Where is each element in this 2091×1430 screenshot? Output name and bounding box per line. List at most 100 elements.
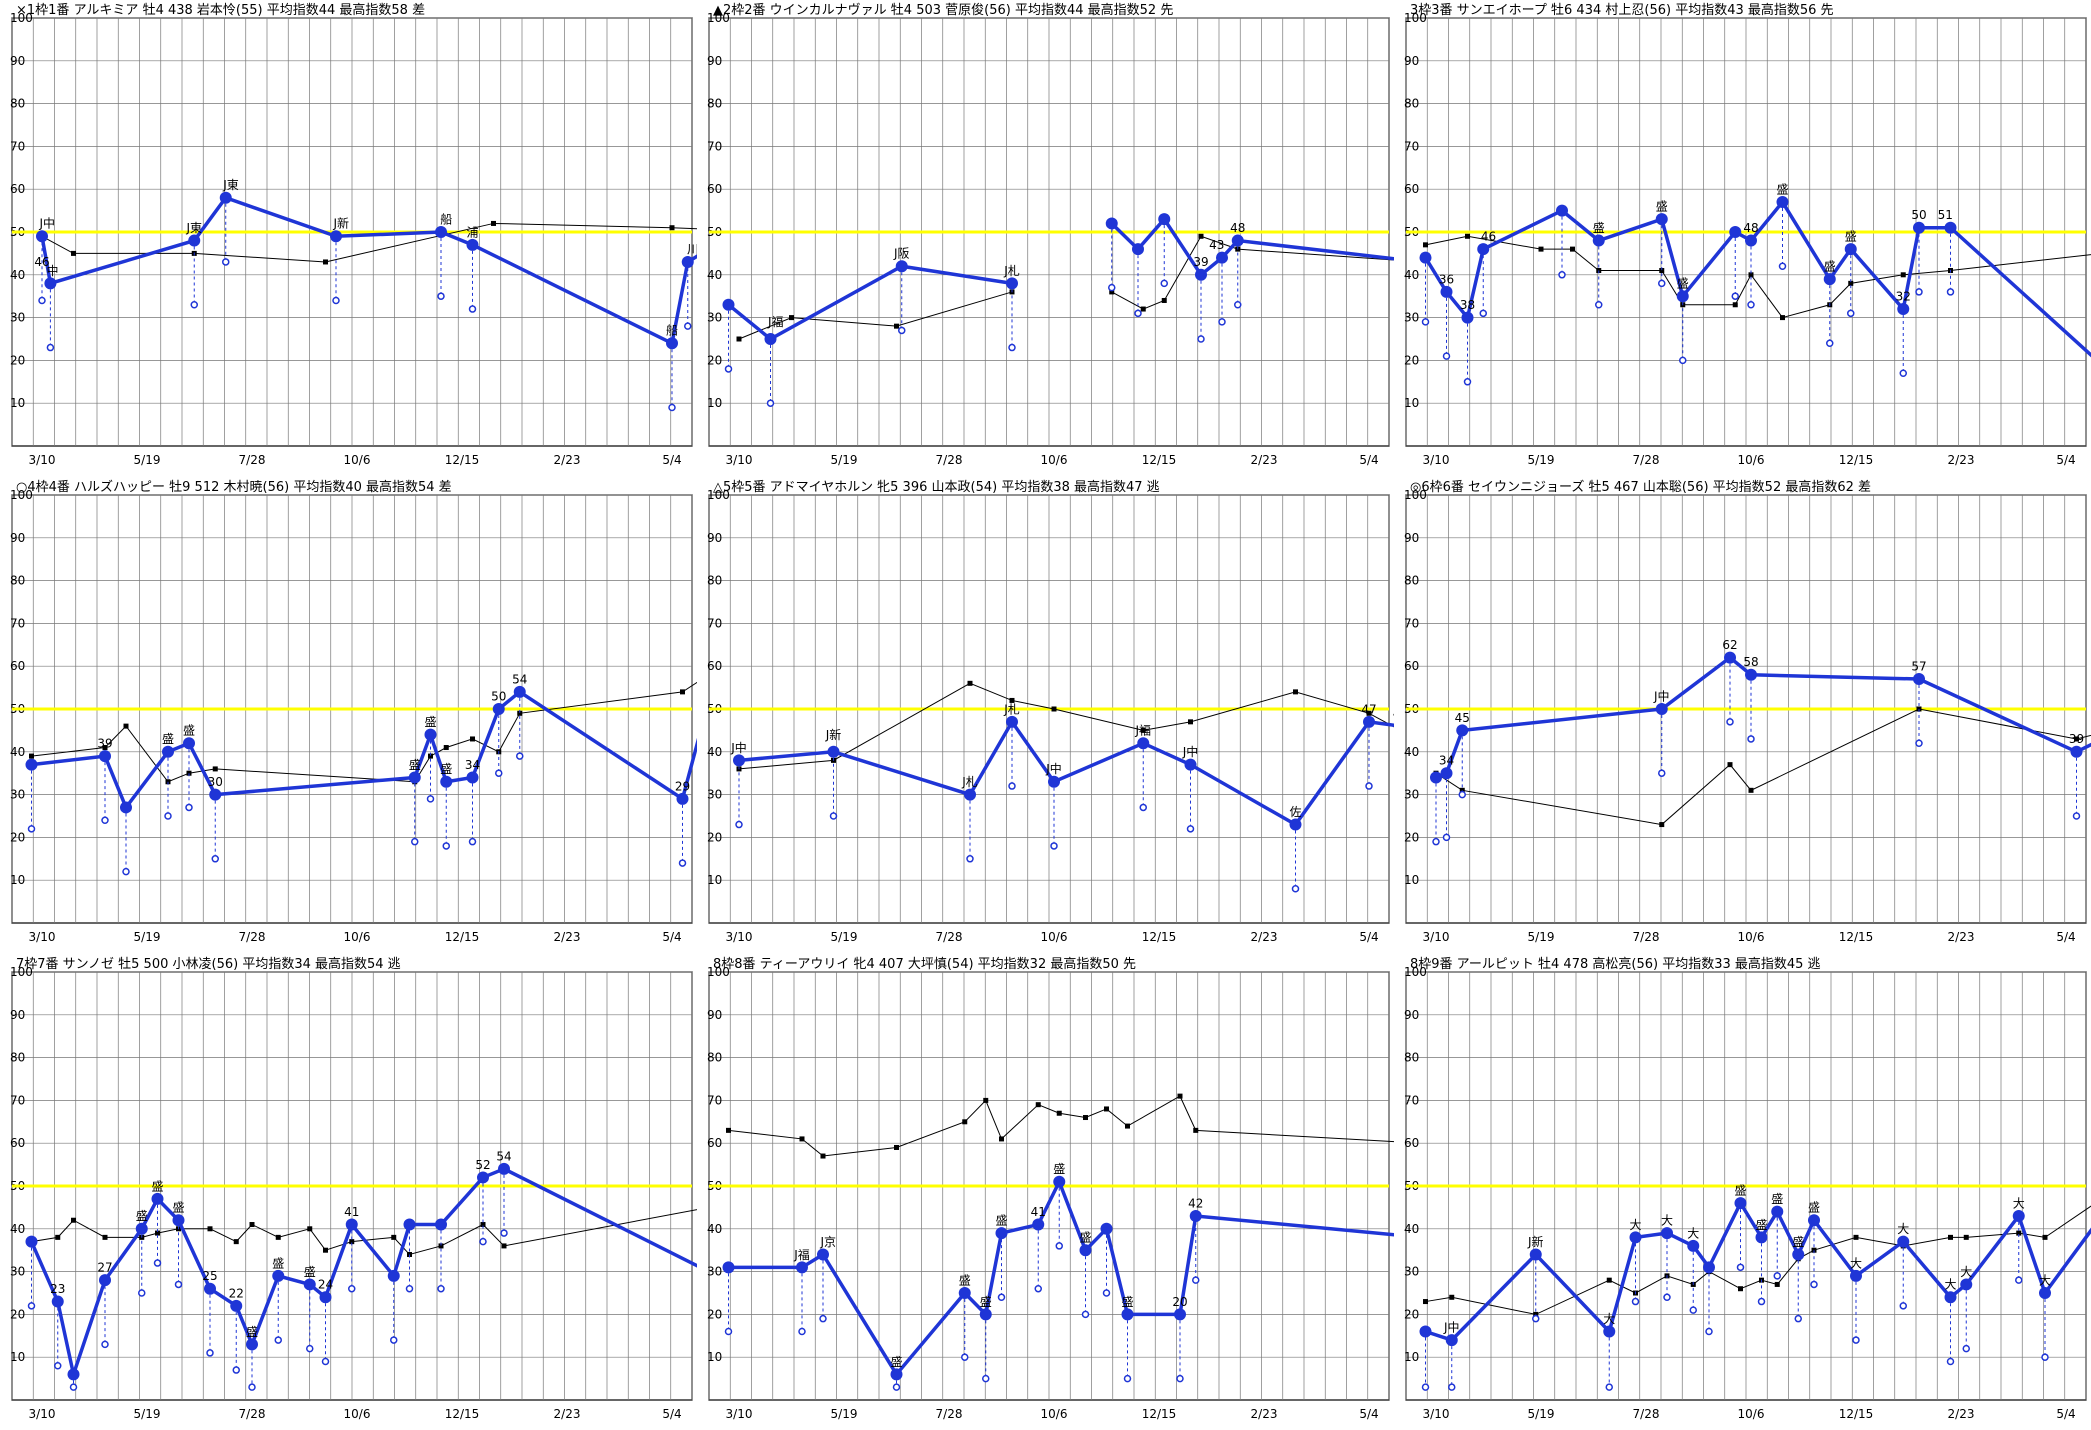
- x-tick-label: 12/15: [1839, 1407, 1874, 1421]
- drop-marker: [1558, 271, 1566, 279]
- average-point: [726, 1127, 731, 1133]
- x-tick-label: 12/15: [445, 930, 480, 944]
- y-tick-label: 10: [707, 396, 722, 410]
- point-label: 25: [202, 1269, 217, 1283]
- drop-marker: [1595, 301, 1603, 309]
- drop-marker: [101, 1340, 109, 1349]
- average-line: [1425, 235, 2091, 319]
- y-tick-label: 40: [10, 745, 25, 759]
- point-label: J福: [1134, 723, 1151, 738]
- x-tick-label: 5/19: [134, 1407, 161, 1421]
- drop-marker: [101, 816, 109, 825]
- y-tick-label: 40: [707, 1222, 722, 1236]
- average-point: [1161, 297, 1167, 303]
- x-tick-label: 2/23: [1948, 453, 1975, 467]
- main-point: [1850, 1269, 1862, 1282]
- main-point: [1755, 1231, 1768, 1244]
- main-point: [2039, 1287, 2051, 1299]
- x-tick-label: 3/10: [726, 453, 753, 467]
- average-point: [1848, 280, 1854, 286]
- average-point: [1449, 1294, 1455, 1300]
- main-point: [435, 226, 447, 238]
- y-tick-label: 100: [1404, 965, 1427, 979]
- drop-marker: [274, 1336, 282, 1344]
- drop-marker: [966, 855, 974, 863]
- point-label: 39: [2069, 732, 2084, 746]
- drop-marker: [1532, 1314, 1540, 1323]
- drop-marker: [321, 1357, 330, 1366]
- point-label: 大: [1897, 1222, 1909, 1236]
- panel-title: ▲2枠2番 ウインカルナヴァル 牡4 503 菅原俊(56) 平均指数44 最高…: [713, 2, 1173, 18]
- average-point: [1732, 302, 1738, 308]
- drop-marker: [1008, 343, 1016, 352]
- y-tick-label: 90: [707, 54, 722, 68]
- y-tick-label: 10: [707, 873, 722, 887]
- main-point: [2070, 745, 2083, 758]
- drop-marker: [390, 1336, 398, 1344]
- average-point: [391, 1234, 397, 1240]
- drop-marker: [468, 837, 477, 846]
- x-tick-label: 7/28: [936, 453, 963, 467]
- average-point: [1916, 706, 1922, 712]
- x-tick-label: 5/19: [1528, 453, 1555, 467]
- y-tick-label: 30: [10, 788, 25, 802]
- y-tick-label: 100: [10, 11, 33, 25]
- main-point: [424, 728, 437, 741]
- point-label: 50: [1911, 208, 1926, 222]
- main-point: [1419, 251, 1432, 264]
- drop-marker: [1192, 1276, 1200, 1284]
- x-tick-label: 12/15: [445, 453, 480, 467]
- average-point: [155, 1230, 160, 1236]
- y-tick-label: 20: [10, 353, 25, 367]
- drop-marker: [1479, 309, 1487, 318]
- drop-marker: [1108, 283, 1116, 292]
- average-point: [1738, 1286, 1743, 1292]
- main-point: [345, 1218, 358, 1231]
- main-point: [219, 191, 232, 204]
- point-label: J京: [819, 1235, 836, 1249]
- drop-marker: [1432, 837, 1440, 846]
- point-label: 20: [1172, 1295, 1187, 1309]
- average-point: [1366, 710, 1372, 716]
- average-point: [233, 1239, 239, 1245]
- main-point: [1289, 818, 1302, 831]
- drop-marker: [426, 795, 435, 803]
- y-tick-label: 20: [10, 1307, 25, 1321]
- y-tick-label: 60: [10, 659, 25, 673]
- main-point: [99, 1274, 111, 1287]
- chart-svg: 10 20 30 40 50 60 70 80 90 100 3/10 5/19 7/28 10/6 12/…: [10, 479, 697, 944]
- panel-title: ◎6枠6番 セイウンニジョーズ 牡5 467 山本聡(56) 平均指数52 最高…: [1410, 479, 1871, 495]
- point-label: 54: [496, 1149, 511, 1163]
- main-point: [1771, 1205, 1784, 1218]
- drop-marker: [306, 1344, 314, 1353]
- y-tick-label: 60: [1404, 659, 1419, 673]
- drop-marker: [1291, 885, 1300, 893]
- drop-marker: [153, 1259, 162, 1267]
- main-point: [1158, 213, 1171, 226]
- main-point: [51, 1295, 64, 1308]
- chart-panel-7: 10 20 30 40 50 60 70 80 90 100 3/10 5/19 7/28 10/6 12/…: [0, 954, 697, 1430]
- point-label: J阪: [893, 247, 910, 261]
- average-point: [1035, 1102, 1041, 1108]
- average-point: [1104, 1106, 1109, 1112]
- average-line: [738, 291, 1013, 340]
- average-point: [480, 1222, 486, 1228]
- main-point: [1006, 715, 1018, 728]
- y-tick-label: 60: [10, 1136, 25, 1150]
- x-tick-label: 3/10: [29, 1407, 56, 1421]
- main-point: [1032, 1218, 1045, 1231]
- point-label: 盛: [1053, 1161, 1065, 1176]
- x-tick-label: 12/15: [445, 1407, 480, 1421]
- drop-marker: [1658, 769, 1666, 777]
- point-label: 43: [1209, 238, 1224, 252]
- x-tick-label: 3/10: [726, 1407, 753, 1421]
- main-point: [890, 1368, 903, 1381]
- main-point: [387, 1269, 400, 1282]
- main-point: [151, 1192, 164, 1205]
- drop-marker: [332, 296, 340, 305]
- drop-marker: [724, 1327, 733, 1336]
- point-label: 盛: [1079, 1230, 1091, 1245]
- main-point: [1231, 234, 1244, 247]
- point-label: 大: [1960, 1265, 1972, 1279]
- y-tick-label: 20: [10, 830, 25, 844]
